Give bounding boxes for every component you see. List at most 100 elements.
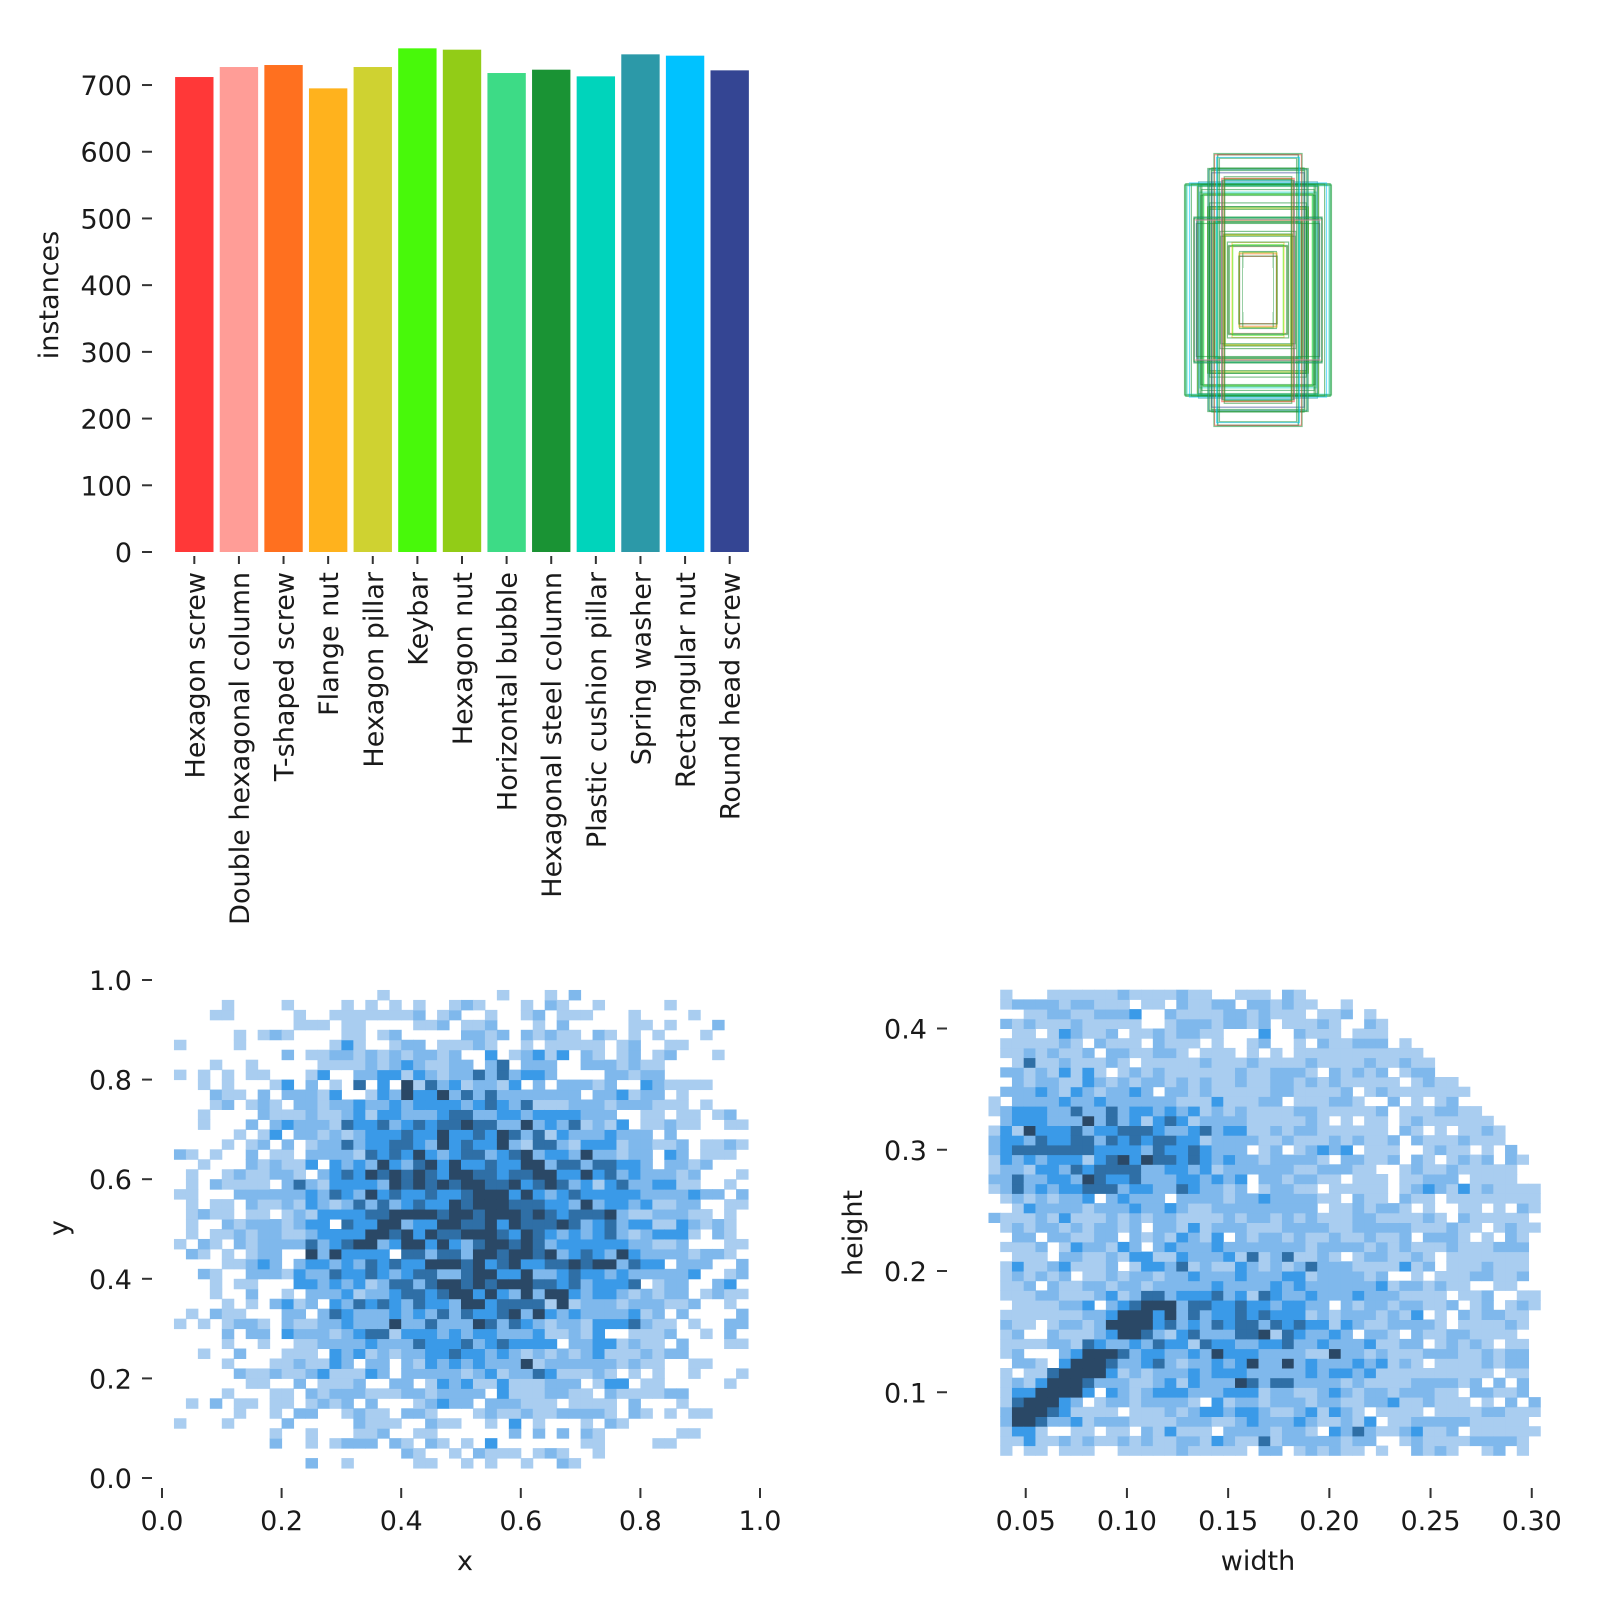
heat-cell xyxy=(688,1219,701,1230)
heat-cell xyxy=(1023,1164,1036,1175)
heat-cell xyxy=(257,1248,271,1260)
heat-cell xyxy=(1047,1203,1060,1214)
heat-cell xyxy=(628,1358,641,1369)
heat-cell xyxy=(1070,1426,1083,1437)
heat-cell xyxy=(221,1169,235,1180)
heat-cell xyxy=(508,1229,522,1240)
heat-cell xyxy=(449,1229,462,1240)
heat-cell xyxy=(496,1229,510,1240)
heat-cell xyxy=(341,1458,354,1469)
heat-cell xyxy=(1317,1222,1330,1233)
heat-cell xyxy=(1105,1261,1119,1272)
heat-cell xyxy=(1434,1435,1447,1447)
bar-0 xyxy=(175,77,214,552)
heat-cell xyxy=(1199,1057,1213,1068)
heat-cell xyxy=(1270,1416,1283,1427)
heat-cell xyxy=(269,1298,283,1310)
heat-cell xyxy=(544,1378,558,1389)
heat-cell xyxy=(1293,1057,1306,1068)
heat-cell xyxy=(1082,1077,1095,1088)
heat-cell xyxy=(1094,1319,1107,1330)
heat-cell xyxy=(1352,1271,1365,1282)
heat-cell xyxy=(341,1129,354,1140)
heat-cell xyxy=(1305,1397,1318,1408)
heat-cell xyxy=(1422,1057,1436,1068)
heat-cell xyxy=(592,1209,606,1220)
heat-cell xyxy=(532,1029,546,1041)
heat-cell xyxy=(736,1139,749,1150)
heat-cell xyxy=(1375,1077,1389,1088)
heat-cell xyxy=(1164,1241,1177,1253)
heat-cell xyxy=(1317,1387,1330,1398)
heat-cell xyxy=(281,1029,295,1041)
heat-cell xyxy=(988,1135,1001,1146)
heat-cell xyxy=(401,1258,414,1270)
heat-cell xyxy=(1047,1106,1060,1117)
heat-cell xyxy=(1023,1212,1036,1223)
heat-cell xyxy=(1317,1115,1330,1126)
heat-cell xyxy=(353,1248,366,1260)
heat-cell xyxy=(233,1398,247,1409)
heat-cell xyxy=(1481,1348,1494,1359)
heat-cell xyxy=(1481,1125,1494,1136)
heat-cell xyxy=(496,1268,510,1280)
heat-cell xyxy=(1446,1193,1459,1204)
heat-cell xyxy=(377,1199,390,1210)
heat-cell xyxy=(365,1069,378,1081)
heat-cell xyxy=(664,1248,677,1260)
heat-cell xyxy=(1469,1358,1483,1369)
heat-cell xyxy=(676,1229,689,1240)
heat-cell xyxy=(353,1328,366,1340)
heat-cell xyxy=(1458,1164,1471,1175)
heat-cell xyxy=(1223,1115,1236,1126)
heat-cell xyxy=(1469,1183,1483,1194)
heat-cell xyxy=(1141,1106,1154,1117)
heat-cell xyxy=(1375,1251,1389,1262)
heat-cell xyxy=(185,1209,199,1220)
heat-cell xyxy=(449,1109,462,1120)
heat-cell xyxy=(1164,1106,1177,1117)
heat-cell xyxy=(1434,1377,1447,1388)
heat-cell xyxy=(1258,1018,1271,1029)
heat-cell xyxy=(1070,1368,1083,1379)
heat-cell xyxy=(1199,1174,1213,1185)
heat-cell xyxy=(568,1408,582,1419)
heat-cell xyxy=(449,1039,462,1051)
heat-cell xyxy=(496,1159,510,1170)
heat-cell xyxy=(1211,1096,1224,1107)
heat-cell xyxy=(449,999,462,1011)
heat-cell xyxy=(413,1149,426,1160)
heat-cell xyxy=(628,1089,641,1101)
heat-cell xyxy=(1082,1115,1095,1126)
heat-cell xyxy=(1058,1300,1072,1311)
heat-cell xyxy=(1293,1348,1306,1359)
heat-cell xyxy=(401,1059,414,1071)
heat-cell xyxy=(688,1298,701,1310)
heat-cell xyxy=(461,1129,474,1140)
heat-cell xyxy=(233,1258,247,1270)
heat-cell xyxy=(269,1119,283,1130)
heat-cell xyxy=(317,1338,330,1350)
heat-cell xyxy=(736,1258,749,1270)
heat-cell xyxy=(185,1229,199,1240)
heat-cell xyxy=(1094,1115,1107,1126)
heat-cell xyxy=(580,1149,594,1160)
heat-cell xyxy=(1211,1203,1224,1214)
heat-cell xyxy=(1188,1144,1201,1156)
heat-cell xyxy=(1328,1222,1342,1233)
heat-cell xyxy=(437,1378,450,1389)
bar-4 xyxy=(353,67,392,553)
heat-cell xyxy=(1281,1368,1295,1379)
heat-cell xyxy=(365,1288,378,1300)
heat-cell xyxy=(1458,1358,1471,1369)
heat-cell xyxy=(377,1328,390,1340)
heat-cell xyxy=(1094,1280,1107,1291)
heat-cell xyxy=(401,1308,414,1320)
heat-cell xyxy=(484,1129,498,1140)
heat-cell xyxy=(329,1209,342,1220)
heat-cell xyxy=(1293,1086,1306,1097)
heat-cell xyxy=(1399,1057,1412,1068)
heat-cell xyxy=(1094,1271,1107,1282)
heat-cell xyxy=(484,1149,498,1160)
heat-cell xyxy=(628,1368,641,1379)
